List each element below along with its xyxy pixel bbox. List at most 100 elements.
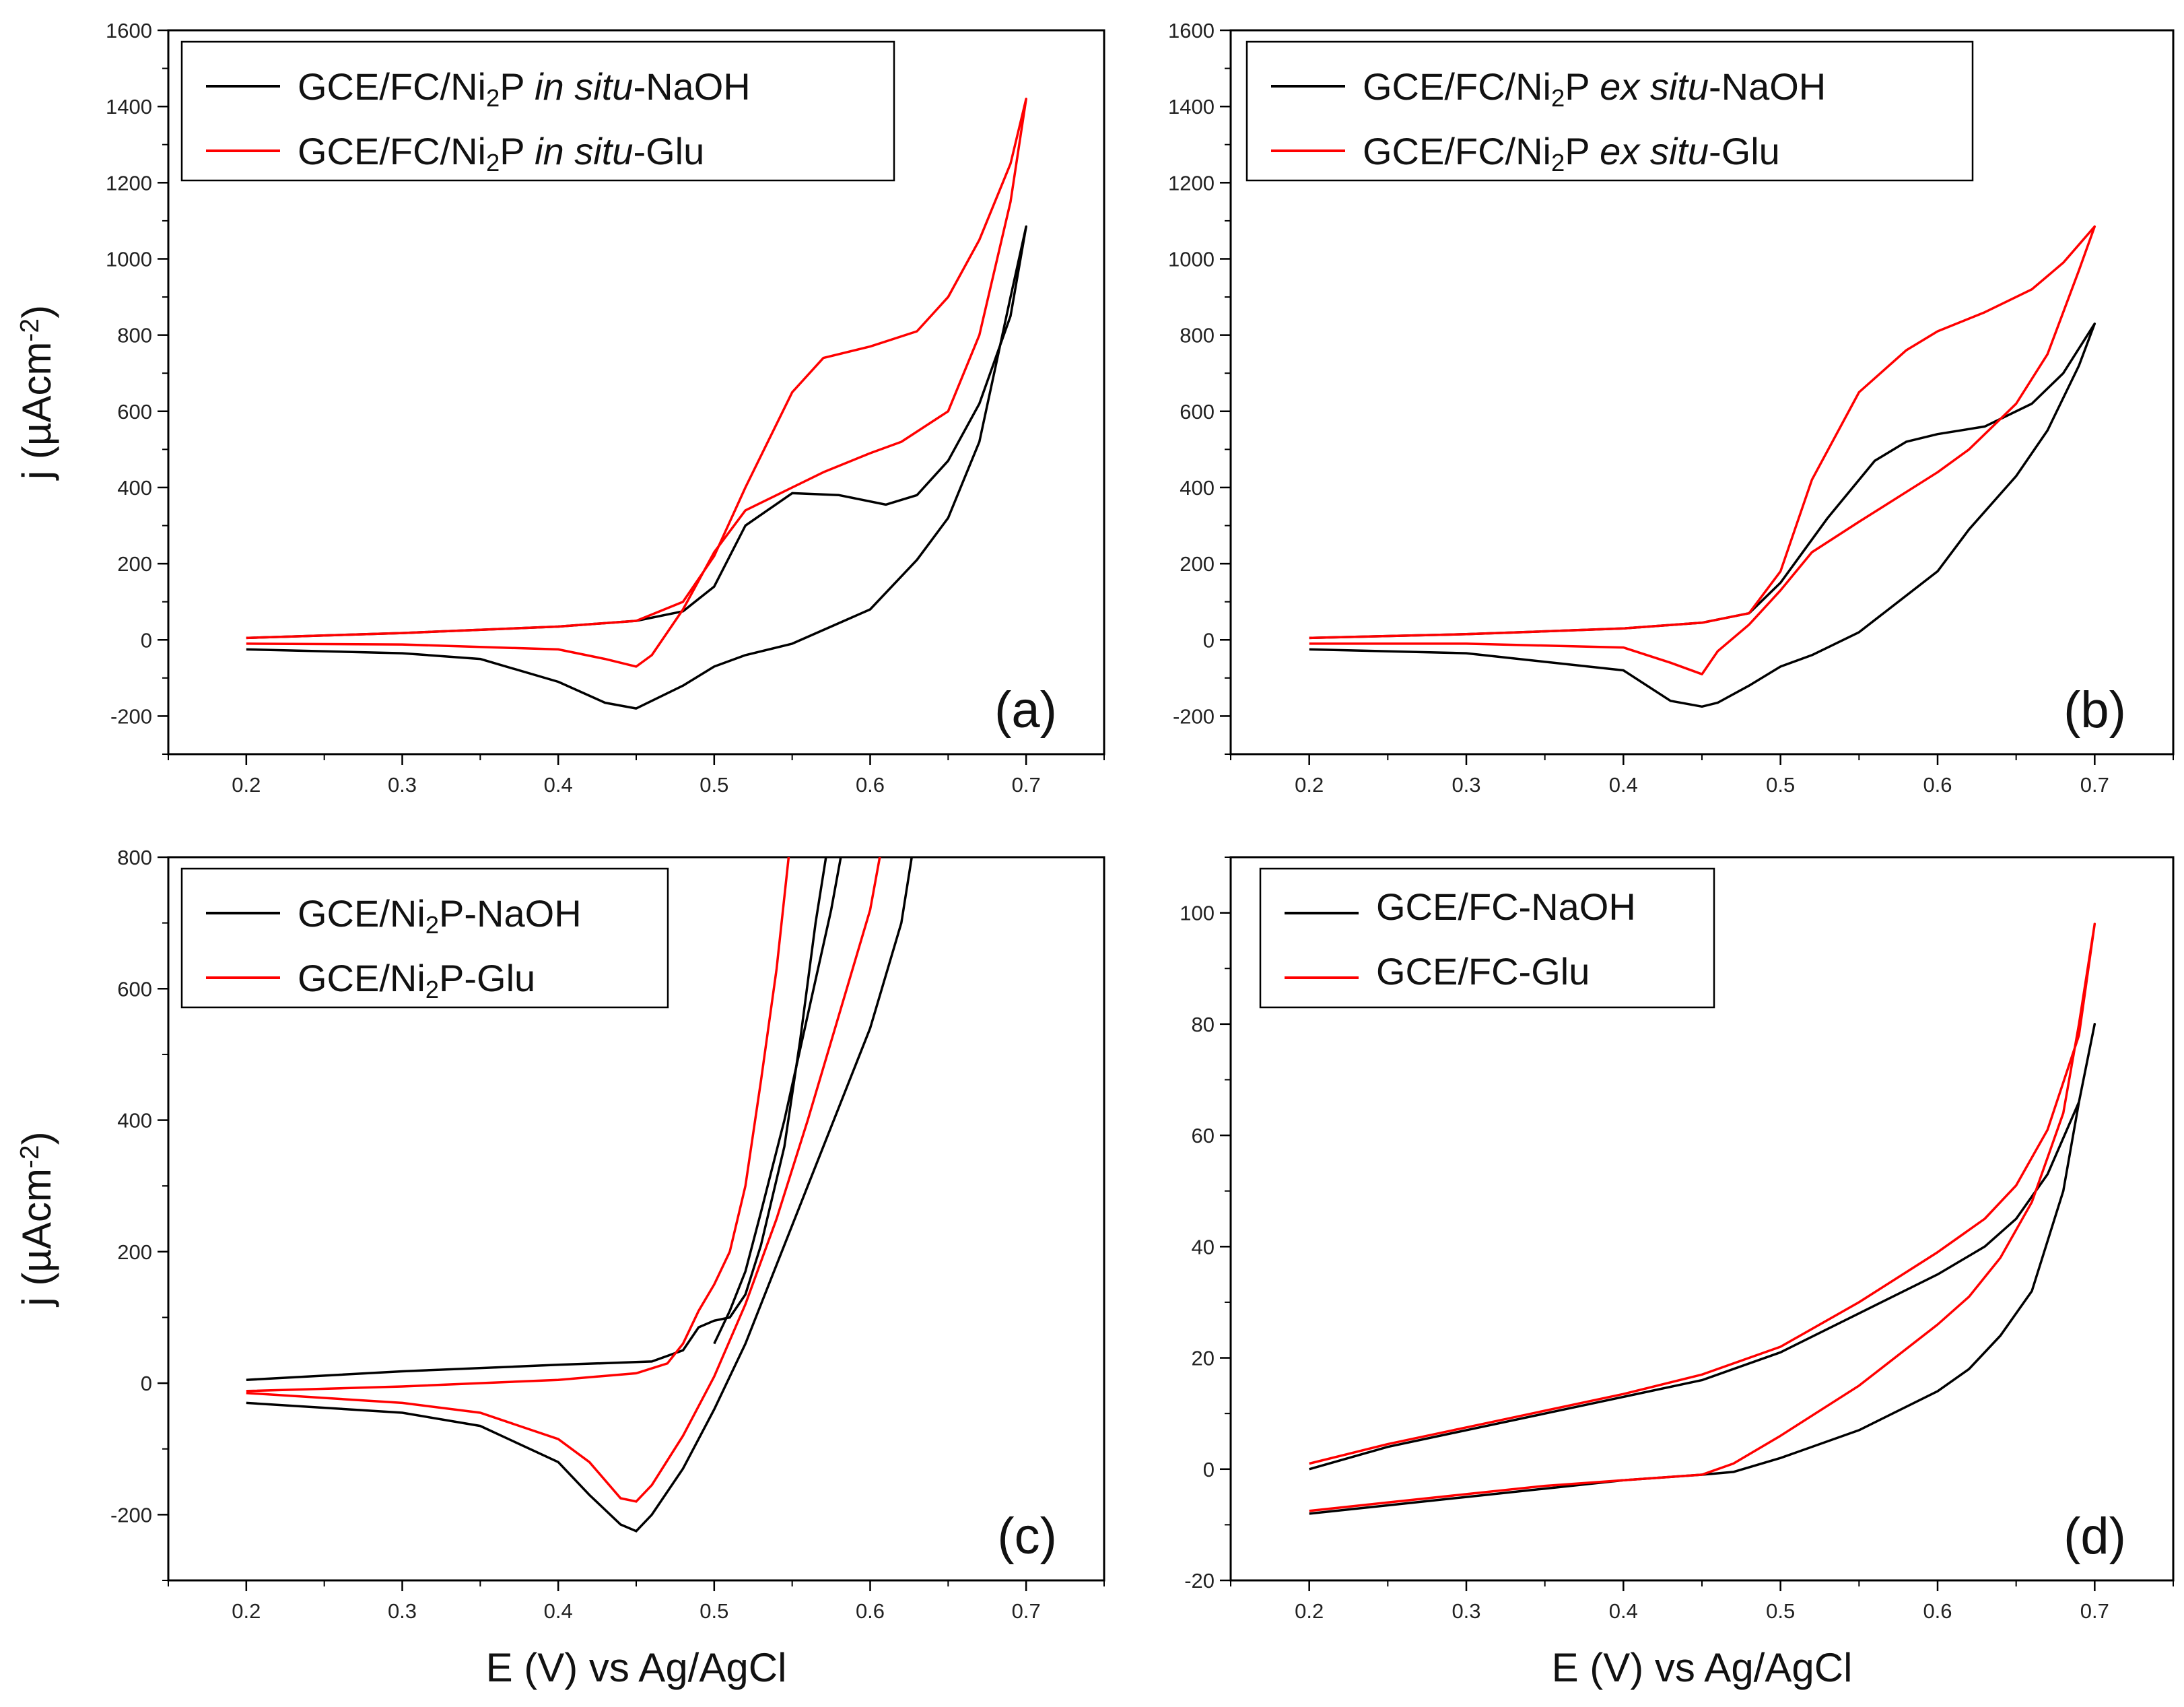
series-line-glu (1309, 225, 2096, 675)
series-line-glu (246, 98, 1027, 668)
y-axis-title: j (µAcm-2) (14, 305, 59, 481)
x-tick-label: 0.5 (699, 773, 728, 797)
y-tick-label: 1000 (106, 247, 152, 271)
panel-b: 0.2 0.3 0.4 0.5 0.6 0.7 -200 0 200 400 600 800 1000 1… (1168, 19, 2175, 797)
legend-label-part-3: in situ (535, 65, 633, 108)
x-tick-label: 0.7 (1012, 773, 1041, 797)
y-axis-title-part-3: ) (14, 305, 59, 319)
y-tick-label: 80 (1192, 1013, 1215, 1036)
legend-label-part-0: GCE/Ni (298, 892, 425, 935)
legend-label: GCE/Ni2P-NaOH (298, 892, 582, 939)
y-axis-title-part-2: -2 (15, 1145, 44, 1168)
x-axis-title: E (V) vs Ag/AgCl (1552, 1645, 1853, 1690)
legend-label-part-2: P (500, 65, 535, 108)
x-tick-label: 0.5 (1766, 1599, 1795, 1623)
y-tick-label: 1200 (1168, 171, 1215, 195)
series-line-naoh-reverse (246, 857, 914, 1533)
panel-a: 0.2 0.3 0.4 0.5 0.6 0.7 -200 0 200 400 600 800 1000 1… (14, 19, 1105, 797)
legend-label-part-4: -NaOH (1709, 65, 1826, 108)
legend-box (180, 867, 669, 1009)
x-tick-label: 0.7 (1012, 1599, 1041, 1623)
panel-label: (b) (2063, 681, 2126, 739)
legend-label-part-0: GCE/FC/Ni (1363, 130, 1551, 172)
panel-label: (a) (994, 681, 1057, 739)
x-tick-label: 0.5 (699, 1599, 728, 1623)
legend-label-part-0: GCE/FC/Ni (1363, 65, 1551, 108)
series-group (1309, 923, 2096, 1515)
legend-label-part-4: -Glu (1709, 130, 1780, 172)
y-tick-label: -200 (110, 704, 152, 728)
legend-label-part-0: GCE/FC/Ni (298, 130, 486, 172)
legend-label-part-1: 2 (1551, 84, 1565, 112)
legend-label-part-1: 2 (486, 149, 500, 176)
x-tick-label: 0.2 (232, 1599, 261, 1623)
legend-label-part-1: 2 (425, 976, 439, 1003)
y-tick-label: 0 (141, 1372, 152, 1395)
y-tick-label: 400 (117, 476, 152, 500)
y-axis-title-part-0: j ( (14, 446, 59, 481)
y-axis-title-part-2: -2 (15, 319, 44, 342)
y-tick-label: 400 (117, 1109, 152, 1133)
legend-label: GCE/FC/Ni2P in situ-NaOH (298, 65, 751, 112)
series-line-naoh (246, 225, 1027, 710)
x-tick-label: 0.3 (388, 773, 417, 797)
y-tick-label: 1200 (106, 171, 152, 195)
y-tick-label: 0 (141, 628, 152, 652)
x-axis-title: E (V) vs Ag/AgCl (486, 1645, 787, 1690)
y-tick-label: 600 (117, 400, 152, 424)
y-tick-label: 1400 (1168, 95, 1215, 119)
x-tick-label: 0.7 (2080, 773, 2109, 797)
panel-d: 0.2 0.3 0.4 0.5 0.6 0.7 -20 0 20 40 60 80 100 GCE/FC-… (1180, 856, 2175, 1690)
x-tick-label: 0.6 (856, 773, 885, 797)
y-tick-label: 100 (1180, 902, 1215, 925)
x-tick-label: 0.2 (1295, 773, 1324, 797)
y-tick-label: 200 (117, 552, 152, 576)
y-tick-label: -20 (1184, 1569, 1215, 1593)
y-tick-label: 1400 (106, 95, 152, 119)
x-tick-label: 0.2 (1295, 1599, 1324, 1623)
x-tick-label: 0.6 (1923, 773, 1952, 797)
x-tick-label: 0.4 (1609, 1599, 1638, 1623)
legend-box (1259, 867, 1715, 1009)
series-line-glu-reverse (246, 857, 881, 1503)
y-axis-title-part-0: j ( (14, 1273, 59, 1308)
legend-label-part-0: GCE/FC-Glu (1376, 950, 1590, 993)
series-group (246, 857, 914, 1533)
y-tick-label: 0 (1203, 1458, 1215, 1481)
series-line-naoh (1309, 322, 2096, 708)
x-tick-label: 0.3 (1452, 1599, 1480, 1623)
y-tick-label: 20 (1192, 1347, 1215, 1370)
legend-label: GCE/FC/Ni2P ex situ-Glu (1363, 130, 1780, 176)
legend-label-part-4: -Glu (633, 130, 704, 172)
x-tick-label: 0.4 (544, 773, 573, 797)
x-tick-label: 0.3 (388, 1599, 417, 1623)
panel-c: 0.2 0.3 0.4 0.5 0.6 0.7 -200 0 200 400 600 800 GCE/N… (14, 846, 1105, 1690)
legend-label-part-3: ex situ (1600, 65, 1709, 108)
legend-label: GCE/FC/Ni2P in situ-Glu (298, 130, 704, 176)
y-tick-label: 600 (1180, 400, 1215, 424)
panel-label: (d) (2063, 1508, 2126, 1565)
y-tick-label: 600 (117, 977, 152, 1001)
legend-box (180, 40, 895, 182)
legend-label-part-1: 2 (425, 911, 439, 939)
legend-label-part-1: 2 (1551, 149, 1565, 176)
y-tick-label: -200 (1173, 704, 1215, 728)
y-axis-title: j (µAcm-2) (14, 1131, 59, 1307)
legend-label: GCE/FC-NaOH (1376, 885, 1636, 928)
legend-label-part-2: P (1565, 65, 1600, 108)
series-line-naoh-branch (713, 857, 842, 1345)
series-line-glu (1309, 923, 2096, 1512)
legend-label-part-3: in situ (535, 130, 633, 172)
x-tick-label: 0.5 (1766, 773, 1795, 797)
y-tick-label: 0 (1203, 628, 1215, 652)
legend-label: GCE/FC/Ni2P ex situ-NaOH (1363, 65, 1826, 112)
x-tick-label: 0.4 (544, 1599, 573, 1623)
x-tick-label: 0.6 (856, 1599, 885, 1623)
legend-label-part-3: ex situ (1600, 130, 1709, 172)
y-tick-label: 40 (1192, 1235, 1215, 1259)
y-tick-label: 400 (1180, 476, 1215, 500)
y-tick-label: 1000 (1168, 247, 1215, 271)
y-tick-label: 800 (117, 846, 152, 869)
legend-label: GCE/Ni2P-Glu (298, 957, 535, 1003)
